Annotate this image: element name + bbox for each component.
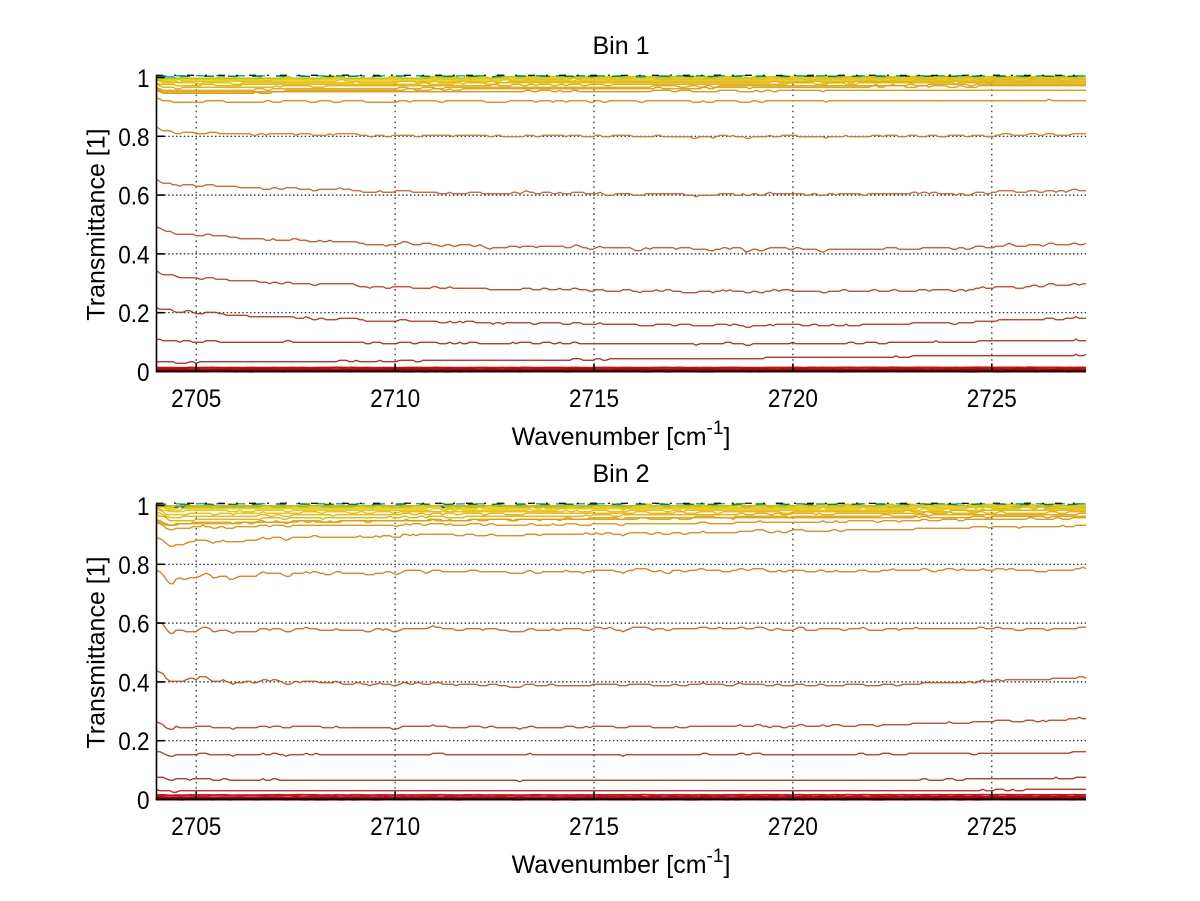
svg-text:1: 1 (137, 493, 150, 521)
svg-text:1: 1 (137, 65, 150, 93)
svg-text:2725: 2725 (967, 813, 1017, 841)
svg-text:0: 0 (137, 787, 150, 815)
svg-text:Bin 1: Bin 1 (593, 32, 650, 60)
svg-text:0.8: 0.8 (118, 124, 149, 152)
svg-text:Transmittance [1]: Transmittance [1] (83, 128, 111, 320)
svg-text:0.2: 0.2 (118, 300, 149, 328)
svg-text:0.4: 0.4 (118, 669, 149, 697)
svg-text:2705: 2705 (171, 385, 221, 413)
svg-text:2720: 2720 (768, 813, 818, 841)
svg-text:0: 0 (137, 359, 150, 387)
svg-text:Wavenumber [cm-1]: Wavenumber [cm-1] (512, 418, 731, 451)
svg-text:0.6: 0.6 (118, 611, 149, 639)
svg-text:2710: 2710 (370, 385, 420, 413)
svg-text:2720: 2720 (768, 385, 818, 413)
svg-text:2725: 2725 (967, 385, 1017, 413)
svg-text:Wavenumber [cm-1]: Wavenumber [cm-1] (512, 846, 731, 879)
svg-text:0.6: 0.6 (118, 183, 149, 211)
svg-text:Bin 2: Bin 2 (593, 460, 650, 488)
svg-text:0.2: 0.2 (118, 728, 149, 756)
svg-text:Transmittance [1]: Transmittance [1] (83, 556, 111, 748)
svg-text:2715: 2715 (569, 385, 619, 413)
svg-text:0.8: 0.8 (118, 552, 149, 580)
svg-text:2715: 2715 (569, 813, 619, 841)
svg-text:2705: 2705 (171, 813, 221, 841)
svg-text:0.4: 0.4 (118, 241, 149, 269)
svg-text:2710: 2710 (370, 813, 420, 841)
